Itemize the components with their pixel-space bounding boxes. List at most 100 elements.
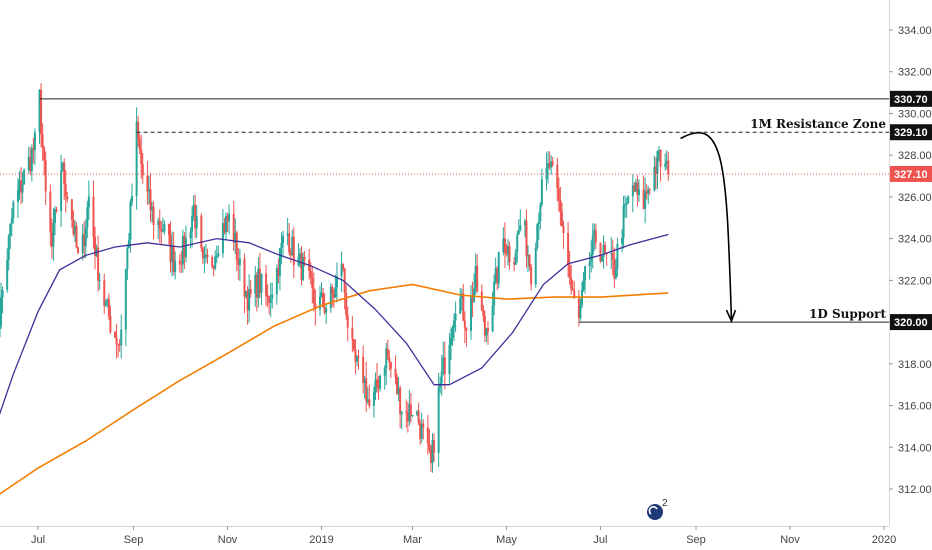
candle — [470, 284, 473, 340]
candle-body — [127, 240, 130, 248]
candle-body — [84, 227, 87, 247]
candle-body — [152, 206, 155, 226]
candle-body — [238, 258, 241, 265]
candle-body — [570, 277, 573, 289]
candle — [6, 248, 9, 293]
logo-badge[interactable]: 2 — [647, 498, 668, 520]
candle-body — [107, 299, 110, 317]
price-badge-bg — [890, 90, 932, 107]
candle-body — [631, 185, 634, 196]
candle-body — [354, 349, 357, 362]
candle-body — [562, 226, 565, 234]
candle-body — [517, 230, 520, 235]
candle-body — [335, 276, 338, 288]
candle-body — [203, 256, 206, 259]
candle — [50, 218, 53, 259]
candle-body — [44, 160, 47, 192]
time-axis[interactable]: Jul Sep Nov 2019 Mar May Jul Sep Nov 2020 — [31, 526, 896, 546]
candle-body — [633, 185, 636, 192]
candle — [52, 207, 55, 262]
candle-body — [473, 288, 476, 302]
candle-body — [389, 362, 392, 369]
candle-body — [422, 423, 425, 428]
candle — [61, 161, 64, 172]
candle-body — [547, 163, 550, 168]
price-badge: 330.70 — [890, 90, 932, 107]
candle — [20, 167, 23, 205]
candle — [55, 206, 58, 214]
candle — [408, 390, 411, 426]
candle — [235, 230, 238, 271]
candle — [334, 274, 337, 298]
candle-body — [329, 286, 332, 309]
candle — [289, 248, 292, 263]
candle — [631, 174, 634, 213]
candle — [97, 235, 100, 292]
candle-body — [559, 200, 562, 212]
candle-body — [463, 320, 466, 328]
candle-body — [104, 301, 107, 306]
candle-body — [234, 232, 237, 243]
candle-body — [502, 238, 505, 253]
candle-body — [433, 440, 436, 453]
candle — [454, 301, 457, 332]
candle-body — [282, 235, 285, 244]
candle — [257, 257, 260, 308]
candle-body — [377, 385, 380, 389]
candle-body — [366, 399, 369, 402]
candle-body — [151, 206, 154, 211]
candle — [556, 157, 559, 202]
x-tick-label: 2020 — [872, 534, 896, 546]
candle — [394, 355, 397, 385]
candle — [474, 253, 477, 295]
candle-body — [72, 219, 75, 235]
candle — [485, 327, 488, 343]
candle-body — [536, 223, 539, 248]
candle — [44, 151, 47, 206]
candle — [519, 209, 522, 232]
candle — [465, 327, 468, 347]
candle-body — [325, 308, 328, 313]
candle-body — [212, 266, 215, 269]
candle — [21, 171, 24, 203]
candle-body — [528, 255, 531, 267]
candle-body — [75, 225, 78, 248]
candle-body — [21, 184, 24, 193]
candle-body — [665, 160, 668, 164]
y-tick-label: 314.00 — [898, 442, 932, 454]
candle-body — [648, 189, 651, 191]
logo-mark — [648, 506, 658, 515]
candle — [493, 274, 496, 316]
level-annotation: 1M Resistance Zone — [750, 117, 886, 131]
candle-body — [225, 215, 227, 233]
candle — [433, 433, 436, 462]
candle — [246, 285, 249, 325]
candle-body — [644, 191, 647, 209]
candle-body — [622, 205, 625, 239]
candle-body — [470, 296, 473, 331]
candle — [114, 330, 117, 338]
candle — [60, 154, 63, 228]
price-badge-label: 327.10 — [894, 169, 928, 181]
candle — [77, 246, 80, 255]
candle-body — [465, 327, 468, 331]
candle — [611, 239, 614, 276]
candle — [513, 257, 516, 272]
candle-body — [397, 387, 400, 394]
candle — [377, 375, 380, 400]
candle — [266, 284, 269, 308]
candle — [157, 217, 160, 240]
candle-body — [43, 147, 46, 161]
candle-body — [106, 299, 109, 302]
candle — [540, 168, 543, 207]
candle — [602, 235, 605, 269]
candle-body — [137, 121, 140, 140]
candle-body — [496, 268, 499, 284]
candle-body — [180, 263, 183, 265]
candle — [494, 257, 497, 285]
candle-body — [588, 261, 591, 267]
candle — [226, 212, 229, 232]
candle-body — [286, 233, 289, 236]
candle-body — [319, 296, 321, 310]
candle-body — [331, 286, 334, 294]
